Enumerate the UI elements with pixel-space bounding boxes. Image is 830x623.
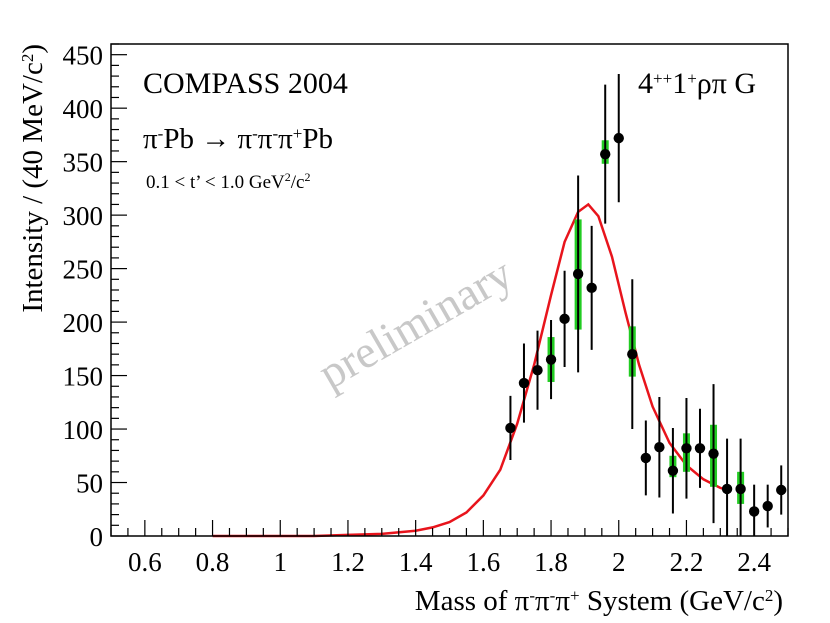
xlabel-sup3: + — [570, 586, 580, 605]
reaction-lhs: π — [143, 123, 158, 155]
x-tick-label: 2.4 — [737, 547, 771, 577]
x-tick-label: 2 — [612, 547, 626, 577]
xlabel-sup2: - — [550, 586, 556, 605]
x-tick-label: 1.8 — [534, 547, 568, 577]
x-tick-label: 1 — [274, 547, 288, 577]
data-point — [505, 422, 516, 434]
data-point — [667, 465, 679, 476]
wave-sup2: + — [687, 69, 697, 88]
y-ticks: 0 50 100 150 200 250 300 350 400 450 — [63, 41, 127, 552]
data-point — [708, 448, 719, 459]
wave-sup1: ++ — [653, 69, 672, 88]
wave-label: 4++1+ρπ G — [638, 67, 756, 100]
x-axis-title: Mass of π-π-π+ System (GeV/c2) — [415, 585, 783, 617]
x-ticks: 0.6 0.8 1 1.2 1.4 1.6 1.8 2 2.2 2.4 — [110, 520, 789, 577]
x-tick-label: 2.2 — [670, 547, 704, 577]
fit-curve — [212, 202, 731, 538]
y-tick-label: 0 — [90, 522, 104, 552]
error-layer — [509, 73, 783, 536]
t-range-label: 0.1 < t’ < 1.0 GeV2/c2 — [146, 170, 310, 193]
data-point — [600, 148, 611, 160]
reaction-mid2: π — [278, 123, 293, 155]
reaction-mid1: π — [258, 123, 273, 155]
y-tick-label: 450 — [63, 41, 104, 71]
ylabel-close: ) — [17, 44, 49, 54]
x-tick-label: 0.8 — [196, 547, 230, 577]
data-point — [681, 443, 692, 454]
y-tick-label: 50 — [76, 469, 103, 499]
data-point — [640, 452, 652, 464]
xlabel-prefix: Mass of π — [415, 585, 530, 617]
t-range-sup2: 2 — [304, 170, 310, 184]
data-point — [735, 483, 746, 495]
watermark-text: preliminary — [310, 247, 521, 398]
y-tick-label: 200 — [63, 308, 104, 338]
t-range-prefix: 0.1 < t’ < 1.0 GeV — [146, 172, 285, 193]
x-tick-label: 1.2 — [331, 547, 365, 577]
data-point — [762, 500, 773, 512]
y-tick-label: 400 — [63, 94, 104, 124]
y-axis-title: Intensity / (40 MeV/c2) — [17, 44, 49, 313]
reaction-label: π-Pb → π-π-π+Pb — [143, 123, 333, 155]
t-range-suffix: /c — [291, 172, 305, 193]
y-tick-label: 250 — [63, 255, 104, 285]
reaction-tail: Pb — [302, 123, 333, 155]
x-tick-label: 1.6 — [466, 547, 500, 577]
data-point — [545, 354, 557, 365]
data-point — [518, 377, 530, 389]
y-tick-label: 300 — [63, 201, 104, 231]
reaction-sup2: - — [272, 124, 278, 143]
xlabel-close: ) — [773, 585, 783, 617]
wave-mid: 1 — [672, 67, 687, 100]
reaction-lhs-tail: Pb → π — [163, 123, 252, 155]
reaction-sup3: + — [293, 124, 303, 143]
data-point — [559, 313, 570, 325]
data-point — [572, 268, 584, 280]
x-tick-label: 1.4 — [399, 547, 433, 577]
fit-layer — [212, 202, 731, 538]
data-point — [776, 484, 787, 496]
xlabel-suffix: System (GeV/c — [580, 585, 765, 617]
ylabel-prefix: Intensity / (40 MeV/c — [17, 62, 49, 312]
data-point — [532, 365, 543, 376]
xlabel-sup4: 2 — [765, 586, 774, 605]
data-point — [694, 443, 706, 454]
ylabel-sup: 2 — [18, 54, 37, 63]
data-point — [721, 483, 733, 495]
reaction-sup1: - — [252, 124, 258, 143]
data-point — [613, 132, 624, 144]
experiment-label: COMPASS 2004 — [143, 67, 348, 100]
xlabel-sup1: - — [529, 586, 535, 605]
xlabel-mid1: π — [535, 585, 550, 617]
wave-suffix: ρπ G — [697, 67, 756, 100]
y-tick-label: 150 — [63, 362, 104, 392]
t-range-sup: 2 — [285, 170, 291, 184]
y-tick-label: 350 — [63, 148, 104, 178]
xlabel-mid2: π — [555, 585, 570, 617]
y-tick-label: 100 — [63, 415, 104, 445]
data-point — [627, 348, 638, 360]
data-point — [654, 442, 665, 453]
point-layer — [505, 132, 787, 517]
wave-prefix: 4 — [638, 67, 653, 100]
reaction-lhs-sup: - — [158, 124, 164, 143]
x-tick-label: 0.6 — [128, 547, 162, 577]
data-point — [748, 506, 760, 517]
data-point — [586, 282, 597, 294]
